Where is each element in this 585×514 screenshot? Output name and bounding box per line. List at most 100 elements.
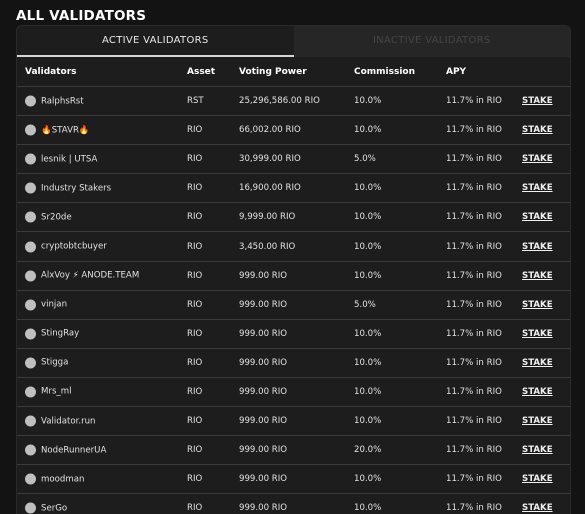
validator-cell[interactable]: AlxVoy ⚡ ANODE.TEAM xyxy=(25,270,140,282)
stake-button[interactable]: STAKE xyxy=(522,445,553,456)
table-row[interactable]: StingRay RIO 999.00 RIO 10.0% 11.7% in RIO ST… xyxy=(17,320,570,349)
stake-button[interactable]: STAKE xyxy=(522,270,553,281)
stake-button[interactable]: STAKE xyxy=(522,183,553,194)
table-row[interactable]: 🔥STAVR🔥 RIO 66,002.00 RIO 10.0% 11.7% in RIO… xyxy=(17,116,570,146)
stake-button[interactable]: STAKE xyxy=(522,212,553,223)
validator-name[interactable]: SerGo xyxy=(41,503,68,514)
asset-cell: RIO xyxy=(187,445,203,456)
stake-button[interactable]: STAKE xyxy=(522,125,553,136)
table-row[interactable]: AlxVoy ⚡ ANODE.TEAM RIO 999.00 RIO 10.0% 11.… xyxy=(17,262,570,291)
voting-power-cell: 999.00 RIO xyxy=(239,474,288,485)
voting-power-cell: 999.00 RIO xyxy=(239,416,288,427)
commission-cell: 10.0% xyxy=(354,386,382,397)
voting-power-cell: 9,999.00 RIO xyxy=(239,212,296,223)
voting-power-cell: 999.00 RIO xyxy=(239,270,288,281)
table-body: RalphsRst RST 25,296,586.00 RIO 10.0% 11.7% … xyxy=(17,87,570,514)
stake-button[interactable]: STAKE xyxy=(522,474,553,485)
validator-avatar-icon xyxy=(25,444,36,456)
validator-name[interactable]: 🔥STAVR🔥 xyxy=(41,125,90,136)
validator-cell[interactable]: Sr20de xyxy=(25,211,72,223)
stake-button[interactable]: STAKE xyxy=(522,416,553,427)
voting-power-cell: 16,900.00 RIO xyxy=(239,183,301,194)
validator-name[interactable]: lesnik | UTSA xyxy=(41,154,98,165)
asset-cell: RIO xyxy=(187,328,203,339)
validator-name[interactable]: vinjan xyxy=(41,299,68,310)
validator-name[interactable]: moodman xyxy=(41,474,85,485)
validator-cell[interactable]: 🔥STAVR🔥 xyxy=(25,124,90,136)
validator-cell[interactable]: cryptobtcbuyer xyxy=(25,241,107,253)
stake-button[interactable]: STAKE xyxy=(522,154,553,165)
stake-button[interactable]: STAKE xyxy=(522,96,553,107)
validator-cell[interactable]: vinjan xyxy=(25,299,68,311)
validator-name[interactable]: StingRay xyxy=(41,328,80,339)
header-asset[interactable]: Asset xyxy=(187,66,216,77)
validator-name[interactable]: Stigga xyxy=(41,357,69,368)
validator-cell[interactable]: SerGo xyxy=(25,502,68,514)
stake-button[interactable]: STAKE xyxy=(522,503,553,514)
stake-button[interactable]: STAKE xyxy=(522,357,553,368)
validator-cell[interactable]: Industry Stakers xyxy=(25,182,112,194)
commission-cell: 10.0% xyxy=(354,416,382,427)
table-row[interactable]: RalphsRst RST 25,296,586.00 RIO 10.0% 11.7% … xyxy=(17,87,570,117)
header-commission[interactable]: Commission xyxy=(354,66,416,77)
table-row[interactable]: moodman RIO 999.00 RIO 10.0% 11.7% in RIO STA… xyxy=(17,465,570,495)
header-apy[interactable]: APY xyxy=(446,66,467,77)
asset-cell: RST xyxy=(187,96,204,107)
commission-cell: 10.0% xyxy=(354,183,382,194)
header-validators[interactable]: Validators xyxy=(25,66,77,77)
commission-cell: 10.0% xyxy=(354,270,382,281)
stake-button[interactable]: STAKE xyxy=(522,328,553,339)
validator-cell[interactable]: lesnik | UTSA xyxy=(25,153,98,165)
validator-name[interactable]: Validator.run xyxy=(41,416,96,427)
table-row[interactable]: Stigga RIO 999.00 RIO 10.0% 11.7% in RIO STAK… xyxy=(17,349,570,378)
commission-cell: 5.0% xyxy=(354,299,376,310)
asset-cell: RIO xyxy=(187,125,203,136)
table-row[interactable]: NodeRunnerUA RIO 999.00 RIO 20.0% 11.7% in R… xyxy=(17,436,570,466)
validator-name[interactable]: Mrs_ml xyxy=(41,386,72,397)
table-row[interactable]: cryptobtcbuyer RIO 3,450.00 RIO 10.0% 11.7% … xyxy=(17,232,570,262)
apy-cell: 11.7% in RIO xyxy=(446,183,502,194)
validator-name[interactable]: Industry Stakers xyxy=(41,183,112,194)
validator-cell[interactable]: Stigga xyxy=(25,357,69,369)
table-row[interactable]: Sr20de RIO 9,999.00 RIO 10.0% 11.7% in RIO ST… xyxy=(17,203,570,233)
commission-cell: 10.0% xyxy=(354,474,382,485)
validator-cell[interactable]: StingRay xyxy=(25,328,80,340)
table-row[interactable]: Validator.run RIO 999.00 RIO 10.0% 11.7% in … xyxy=(17,407,570,437)
validator-name[interactable]: RalphsRst xyxy=(41,96,84,107)
validator-name[interactable]: AlxVoy ⚡ ANODE.TEAM xyxy=(41,270,140,281)
validator-cell[interactable]: Validator.run xyxy=(25,415,96,427)
validator-name[interactable]: Sr20de xyxy=(41,212,72,223)
validator-cell[interactable]: RalphsRst xyxy=(25,95,84,107)
tab-active-validators[interactable]: ACTIVE VALIDATORS xyxy=(17,26,294,57)
header-voting-power[interactable]: Voting Power xyxy=(239,66,307,77)
validator-cell[interactable]: moodman xyxy=(25,473,85,485)
table-row[interactable]: lesnik | UTSA RIO 30,999.00 RIO 5.0% 11.7% i… xyxy=(17,145,570,175)
apy-cell: 11.7% in RIO xyxy=(446,474,502,485)
validator-avatar-icon xyxy=(25,182,36,194)
commission-cell: 10.0% xyxy=(354,503,382,514)
validator-avatar-icon xyxy=(25,95,36,107)
table-row[interactable]: Mrs_ml RIO 999.00 RIO 10.0% 11.7% in RIO STAK… xyxy=(17,378,570,408)
table-row[interactable]: vinjan RIO 999.00 RIO 5.0% 11.7% in RIO STAKE xyxy=(17,291,570,320)
apy-cell: 11.7% in RIO xyxy=(446,503,502,514)
validator-name[interactable]: cryptobtcbuyer xyxy=(41,241,107,252)
voting-power-cell: 30,999.00 RIO xyxy=(239,154,301,165)
table-row[interactable]: SerGo RIO 999.00 RIO 10.0% 11.7% in RIO STAKE xyxy=(17,494,570,514)
apy-cell: 11.7% in RIO xyxy=(446,154,502,165)
validator-name[interactable]: NodeRunnerUA xyxy=(41,445,107,456)
apy-cell: 11.7% in RIO xyxy=(446,96,502,107)
table-row[interactable]: Industry Stakers RIO 16,900.00 RIO 10.0% 11.… xyxy=(17,174,570,204)
apy-cell: 11.7% in RIO xyxy=(446,416,502,427)
validator-avatar-icon xyxy=(25,386,36,398)
stake-button[interactable]: STAKE xyxy=(522,299,553,310)
commission-cell: 10.0% xyxy=(354,241,382,252)
tab-inactive-validators[interactable]: INACTIVE VALIDATORS xyxy=(293,26,570,57)
stake-button[interactable]: STAKE xyxy=(522,241,553,252)
commission-cell: 10.0% xyxy=(354,125,382,136)
validator-cell[interactable]: Mrs_ml xyxy=(25,386,72,398)
stake-button[interactable]: STAKE xyxy=(522,386,553,397)
apy-cell: 11.7% in RIO xyxy=(446,270,502,281)
asset-cell: RIO xyxy=(187,357,203,368)
commission-cell: 10.0% xyxy=(354,212,382,223)
validator-cell[interactable]: NodeRunnerUA xyxy=(25,444,107,456)
